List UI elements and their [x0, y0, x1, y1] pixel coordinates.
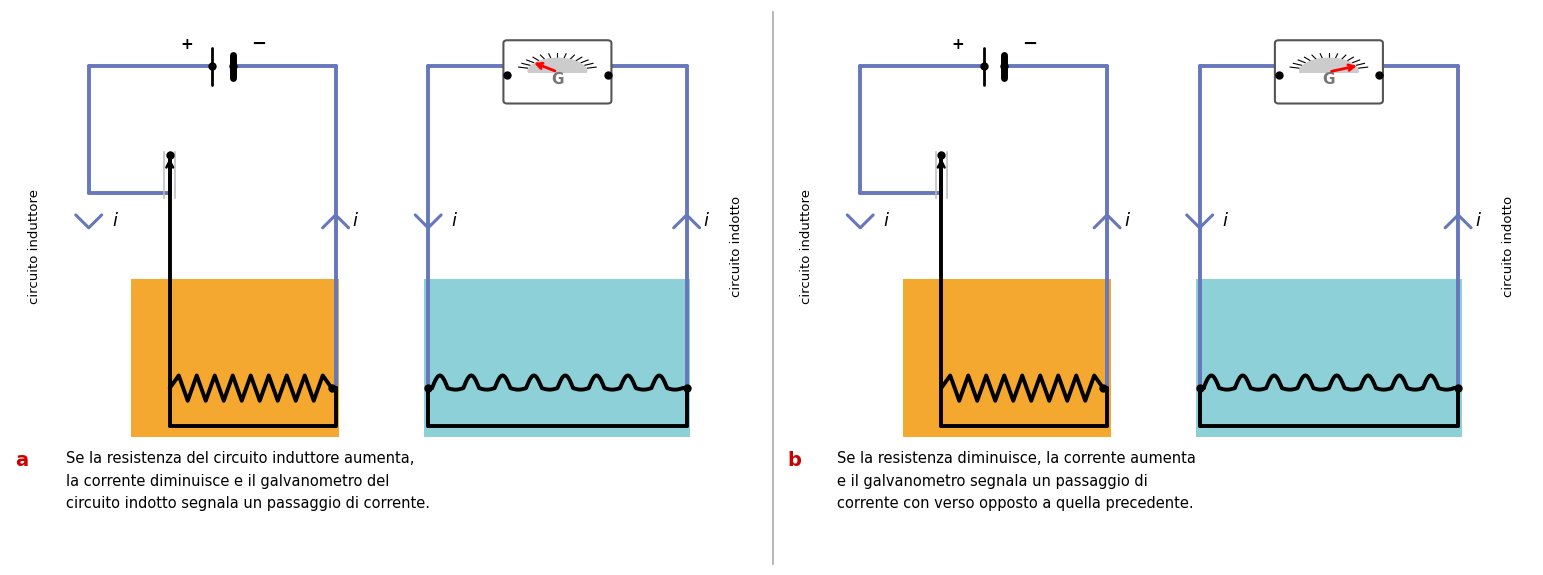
- Text: −: −: [252, 35, 265, 53]
- Text: i: i: [1222, 212, 1228, 231]
- Text: −: −: [1023, 35, 1037, 53]
- Text: i: i: [704, 212, 708, 231]
- Text: circuito indotto: circuito indotto: [1501, 196, 1515, 297]
- Text: i: i: [451, 212, 457, 231]
- Text: b: b: [787, 451, 801, 470]
- Text: +: +: [181, 37, 193, 52]
- Text: Se la resistenza del circuito induttore aumenta,
la corrente diminuisce e il gal: Se la resistenza del circuito induttore …: [65, 451, 429, 511]
- Text: a: a: [15, 451, 29, 470]
- Polygon shape: [528, 58, 586, 72]
- Text: i: i: [113, 212, 117, 231]
- Bar: [424, 279, 691, 437]
- Text: Se la resistenza diminuisce, la corrente aumenta
e il galvanometro segnala un pa: Se la resistenza diminuisce, la corrente…: [836, 451, 1196, 511]
- Text: circuito indotto: circuito indotto: [730, 196, 744, 297]
- Bar: [131, 279, 339, 437]
- FancyBboxPatch shape: [1275, 40, 1383, 104]
- Text: G: G: [1322, 72, 1335, 87]
- Text: circuito induttore: circuito induttore: [799, 189, 813, 304]
- Text: i: i: [1123, 212, 1129, 231]
- Bar: [1196, 279, 1463, 437]
- Text: i: i: [352, 212, 358, 231]
- Text: G: G: [551, 72, 563, 87]
- Bar: [903, 279, 1111, 437]
- Text: circuito induttore: circuito induttore: [28, 189, 42, 304]
- FancyBboxPatch shape: [503, 40, 611, 104]
- Text: i: i: [1475, 212, 1480, 231]
- Polygon shape: [1299, 58, 1358, 72]
- Text: +: +: [952, 37, 964, 52]
- Text: i: i: [883, 212, 889, 231]
